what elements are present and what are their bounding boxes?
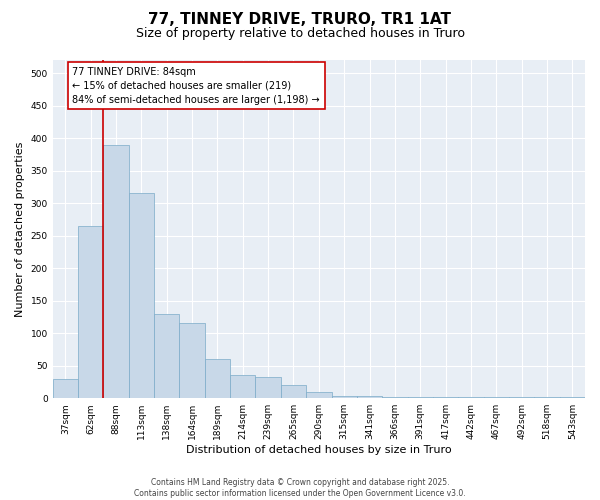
Bar xyxy=(433,397,458,398)
Bar xyxy=(179,324,205,398)
X-axis label: Distribution of detached houses by size in Truro: Distribution of detached houses by size … xyxy=(186,445,452,455)
Bar xyxy=(357,396,382,398)
Bar xyxy=(306,392,332,398)
Bar xyxy=(103,144,129,398)
Bar xyxy=(281,385,306,398)
Text: Contains HM Land Registry data © Crown copyright and database right 2025.
Contai: Contains HM Land Registry data © Crown c… xyxy=(134,478,466,498)
Bar xyxy=(230,376,256,398)
Bar xyxy=(332,396,357,398)
Bar xyxy=(129,194,154,398)
Bar xyxy=(154,314,179,398)
Bar xyxy=(256,376,281,398)
Text: 77, TINNEY DRIVE, TRURO, TR1 1AT: 77, TINNEY DRIVE, TRURO, TR1 1AT xyxy=(149,12,452,28)
Bar xyxy=(53,378,78,398)
Bar xyxy=(509,397,535,398)
Bar xyxy=(458,397,484,398)
Y-axis label: Number of detached properties: Number of detached properties xyxy=(15,142,25,317)
Bar xyxy=(535,397,560,398)
Bar xyxy=(407,397,433,398)
Text: Size of property relative to detached houses in Truro: Size of property relative to detached ho… xyxy=(136,28,464,40)
Text: 77 TINNEY DRIVE: 84sqm
← 15% of detached houses are smaller (219)
84% of semi-de: 77 TINNEY DRIVE: 84sqm ← 15% of detached… xyxy=(73,66,320,104)
Bar xyxy=(382,397,407,398)
Bar xyxy=(205,359,230,398)
Bar xyxy=(484,397,509,398)
Bar xyxy=(560,397,585,398)
Bar xyxy=(78,226,103,398)
